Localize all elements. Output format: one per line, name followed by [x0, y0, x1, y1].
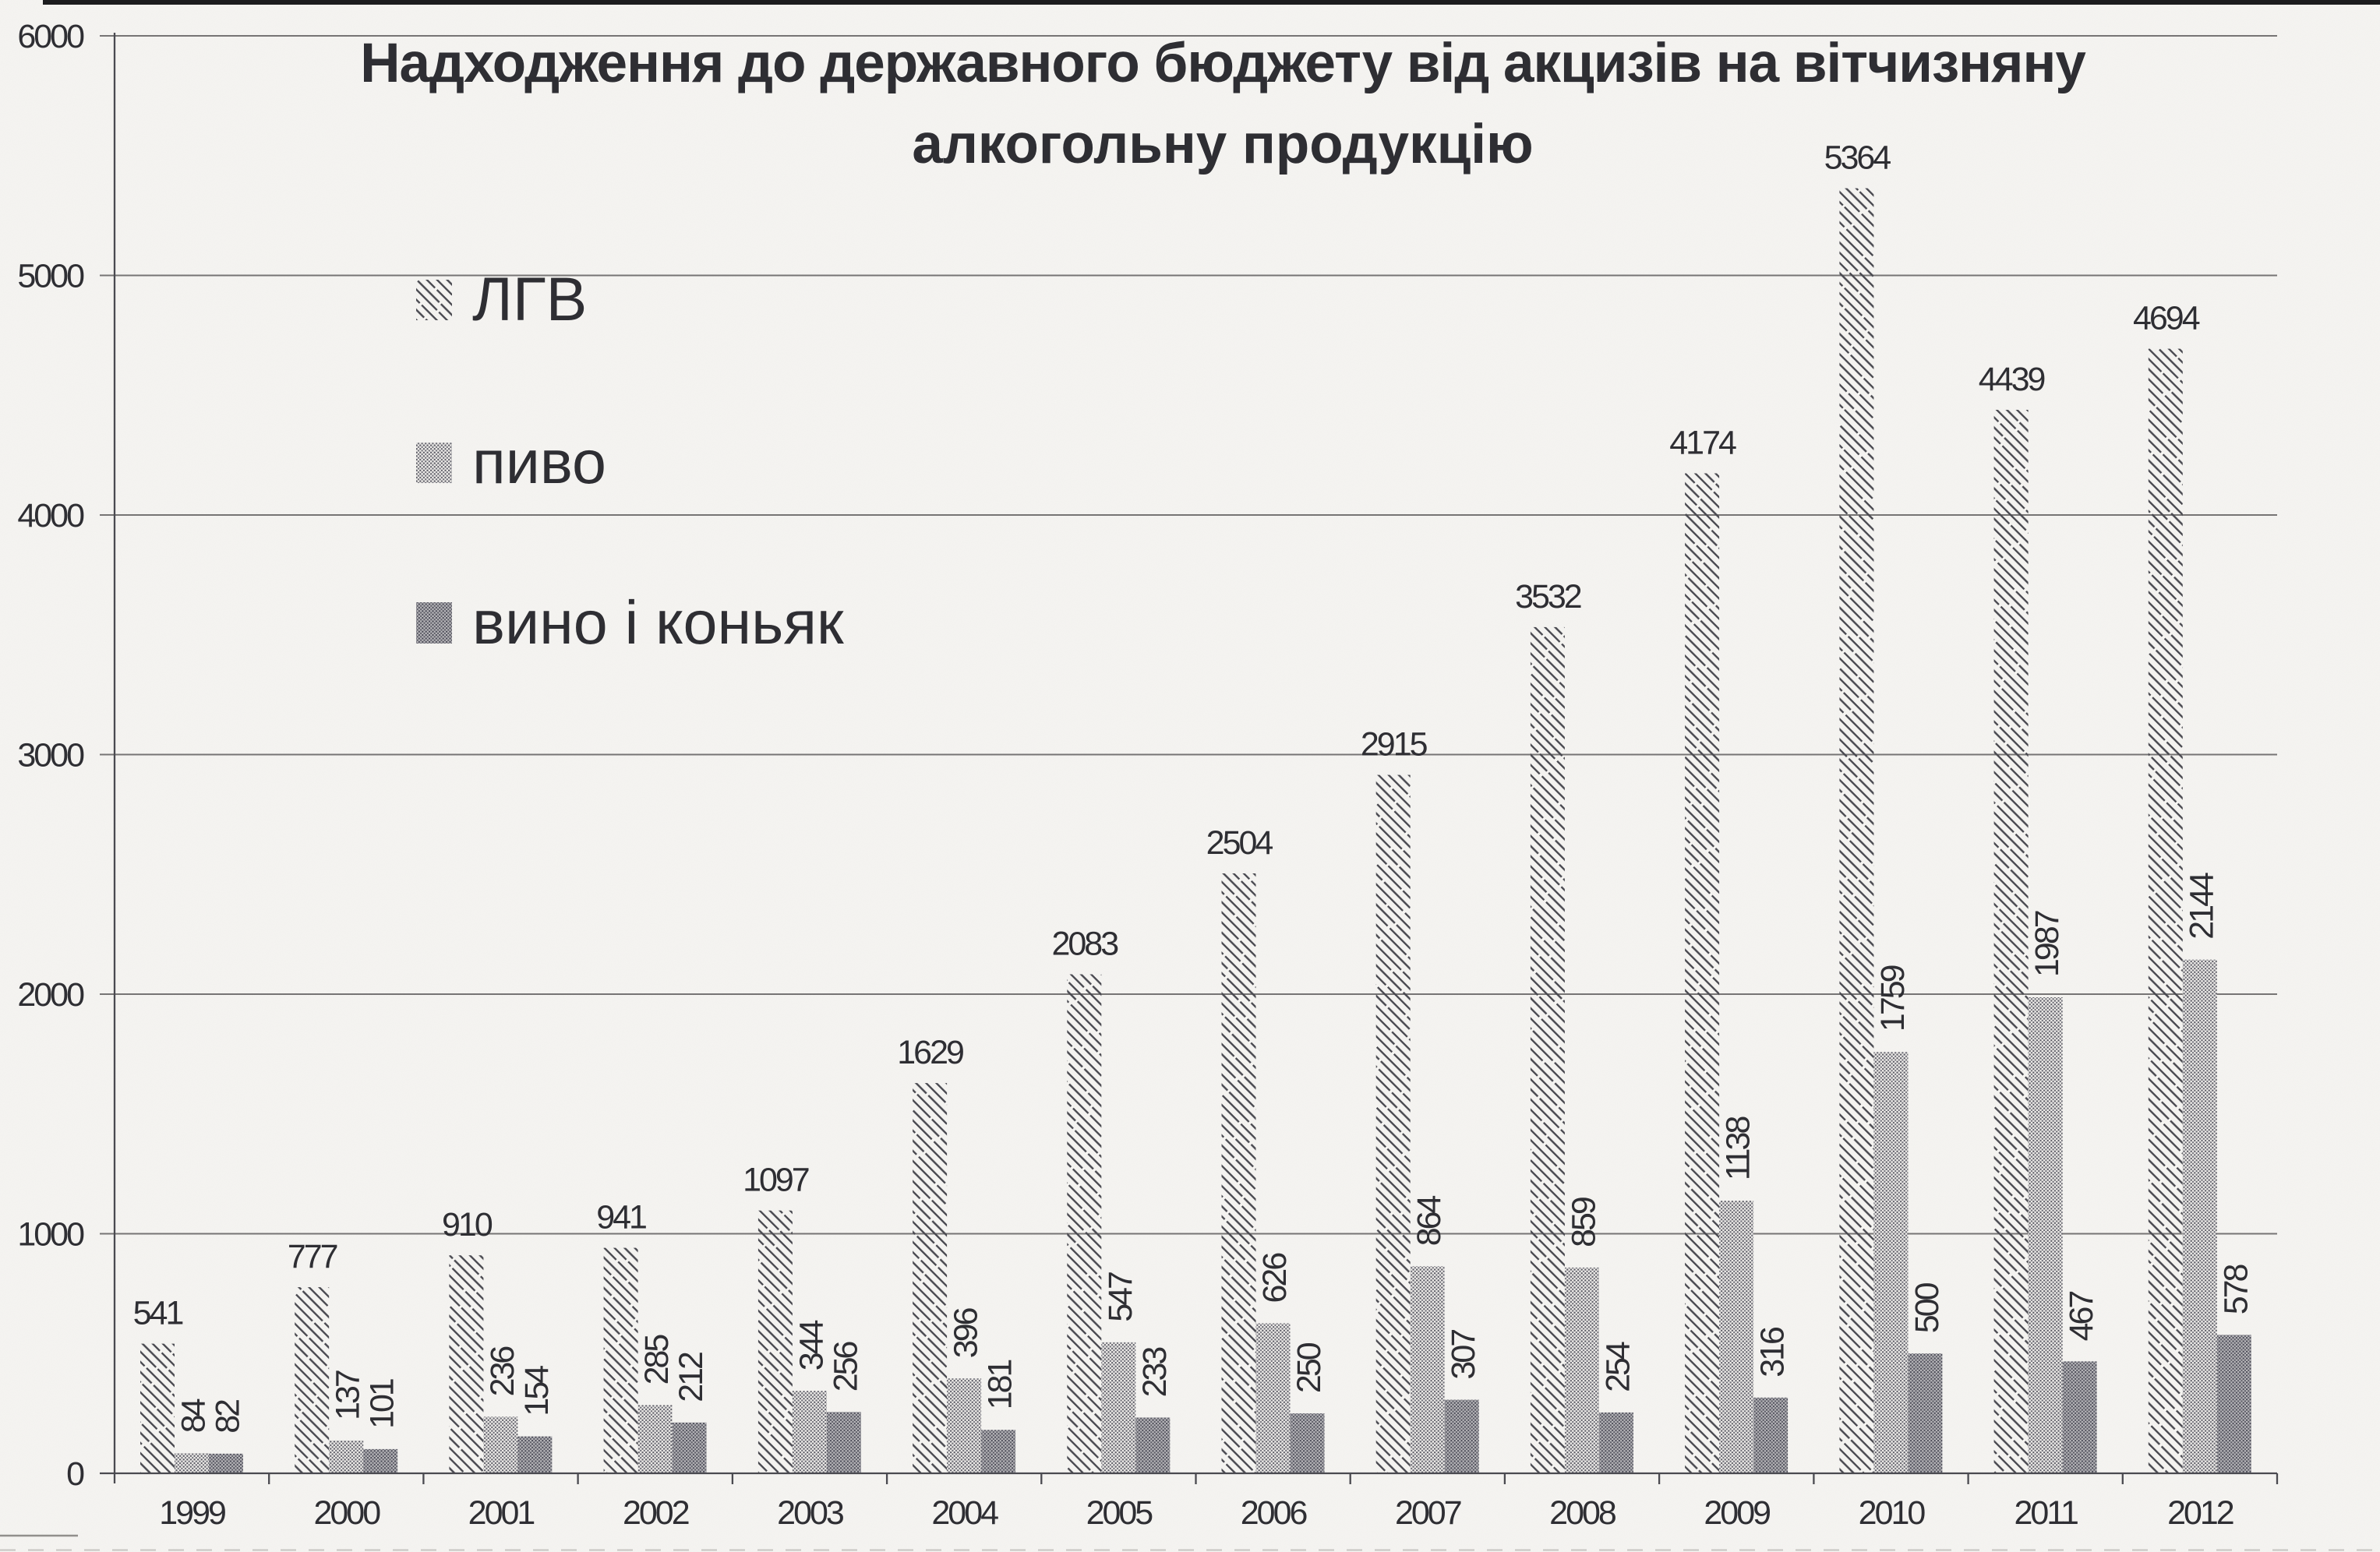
svg-text:2006: 2006 — [1241, 1494, 1308, 1532]
svg-text:316: 316 — [1754, 1327, 1792, 1377]
svg-text:2144: 2144 — [2183, 873, 2220, 940]
svg-text:236: 236 — [484, 1346, 521, 1397]
svg-text:2000: 2000 — [17, 976, 84, 1014]
svg-text:285: 285 — [638, 1335, 676, 1385]
svg-text:0: 0 — [66, 1455, 84, 1493]
svg-text:254: 254 — [1599, 1342, 1637, 1392]
svg-text:4439: 4439 — [1979, 361, 2045, 398]
svg-text:алкогольну продукцію: алкогольну продукцію — [912, 114, 1533, 175]
svg-text:101: 101 — [364, 1379, 401, 1429]
svg-text:82: 82 — [210, 1400, 247, 1434]
svg-text:2003: 2003 — [777, 1494, 844, 1532]
svg-text:2004: 2004 — [931, 1494, 998, 1532]
svg-text:2008: 2008 — [1549, 1494, 1616, 1532]
svg-text:864: 864 — [1411, 1195, 1448, 1246]
svg-text:547: 547 — [1102, 1272, 1139, 1322]
svg-text:2083: 2083 — [1051, 926, 1118, 963]
svg-text:84: 84 — [175, 1399, 213, 1433]
svg-text:5364: 5364 — [1824, 139, 1891, 177]
svg-text:2002: 2002 — [623, 1494, 689, 1532]
svg-text:Надходження до державного бюдж: Надходження до державного бюджету від ак… — [360, 33, 2086, 94]
svg-text:2007: 2007 — [1395, 1494, 1461, 1532]
svg-text:2010: 2010 — [1859, 1494, 1926, 1532]
svg-text:6000: 6000 — [17, 18, 84, 55]
svg-text:5000: 5000 — [17, 258, 84, 295]
svg-text:2000: 2000 — [313, 1494, 380, 1532]
svg-text:578: 578 — [2217, 1264, 2255, 1314]
svg-text:3000: 3000 — [17, 737, 84, 774]
svg-text:1097: 1097 — [743, 1162, 809, 1199]
svg-text:154: 154 — [518, 1366, 556, 1416]
svg-text:2001: 2001 — [468, 1494, 535, 1532]
svg-text:2011: 2011 — [2014, 1494, 2078, 1532]
svg-text:вино і коньяк: вино і коньяк — [472, 587, 844, 657]
svg-text:859: 859 — [1565, 1198, 1602, 1247]
svg-text:541: 541 — [133, 1295, 183, 1332]
svg-text:1000: 1000 — [17, 1216, 84, 1254]
svg-text:212: 212 — [673, 1353, 710, 1402]
svg-text:344: 344 — [793, 1320, 830, 1370]
svg-text:3532: 3532 — [1515, 578, 1581, 616]
svg-text:137: 137 — [330, 1370, 367, 1420]
svg-text:1629: 1629 — [897, 1034, 963, 1071]
svg-text:4694: 4694 — [2133, 300, 2200, 337]
svg-text:777: 777 — [288, 1238, 337, 1275]
svg-text:307: 307 — [1445, 1330, 1482, 1380]
svg-text:1999: 1999 — [159, 1494, 225, 1532]
svg-text:2915: 2915 — [1361, 726, 1428, 764]
svg-text:2005: 2005 — [1086, 1494, 1153, 1532]
svg-text:2012: 2012 — [2167, 1494, 2233, 1532]
svg-text:396: 396 — [948, 1307, 985, 1358]
svg-text:1138: 1138 — [1720, 1116, 1757, 1181]
svg-text:пиво: пиво — [472, 427, 606, 496]
svg-text:1987: 1987 — [2029, 911, 2066, 977]
svg-text:ЛГВ: ЛГВ — [472, 264, 587, 333]
svg-text:233: 233 — [1136, 1347, 1174, 1398]
svg-text:500: 500 — [1909, 1282, 1946, 1333]
svg-text:256: 256 — [827, 1341, 864, 1392]
svg-text:2009: 2009 — [1704, 1494, 1770, 1532]
svg-text:2504: 2504 — [1206, 824, 1273, 862]
svg-text:1759: 1759 — [1874, 965, 1912, 1032]
svg-text:626: 626 — [1256, 1253, 1294, 1303]
svg-text:181: 181 — [982, 1360, 1019, 1409]
svg-text:467: 467 — [2063, 1292, 2100, 1342]
svg-text:910: 910 — [442, 1206, 493, 1243]
svg-text:941: 941 — [596, 1199, 646, 1236]
svg-text:4000: 4000 — [17, 497, 84, 534]
svg-text:250: 250 — [1291, 1342, 1328, 1393]
svg-text:4174: 4174 — [1669, 425, 1736, 462]
